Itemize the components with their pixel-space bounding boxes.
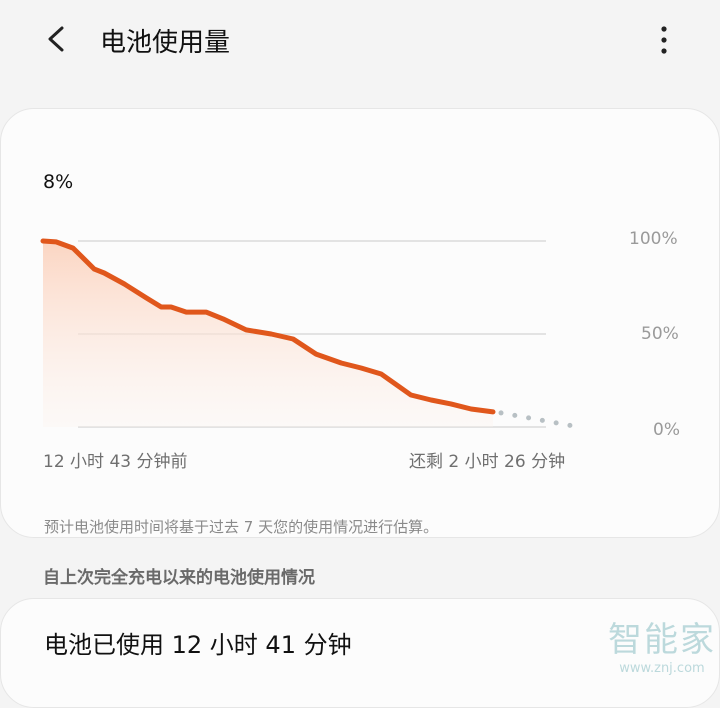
current-battery-level: 8% [43,171,74,193]
start-time-label: 12 小时 43 分钟前 [43,452,188,472]
estimate-note: 预计电池使用时间将基于过去 7 天您的使用情况进行估算。 [44,518,439,536]
more-vertical-icon[interactable] [650,22,678,58]
watermark-url: www.znj.com [619,661,705,676]
projection-dotted-line [498,410,582,430]
y-tick-0: 0% [653,420,680,440]
chevron-left-icon[interactable] [40,22,74,56]
battery-chart-card: 8% 100% 50% 0% 12 小时 43 分钟前 还剩 2 小时 26 分… [0,108,720,538]
y-tick-50: 50% [641,324,679,344]
app-header: 电池使用量 [0,0,720,80]
y-tick-100: 100% [629,229,678,249]
battery-level-line [40,238,496,415]
remaining-time-label: 还剩 2 小时 26 分钟 [409,452,566,472]
watermark: 智能家 www.znj.com [608,612,716,676]
battery-chart [40,238,582,430]
page-title: 电池使用量 [100,28,231,58]
watermark-logo: 智能家 [608,620,716,660]
section-title: 自上次完全充电以来的电池使用情况 [43,568,315,588]
battery-used-text: 电池已使用 12 小时 41 分钟 [44,631,352,659]
